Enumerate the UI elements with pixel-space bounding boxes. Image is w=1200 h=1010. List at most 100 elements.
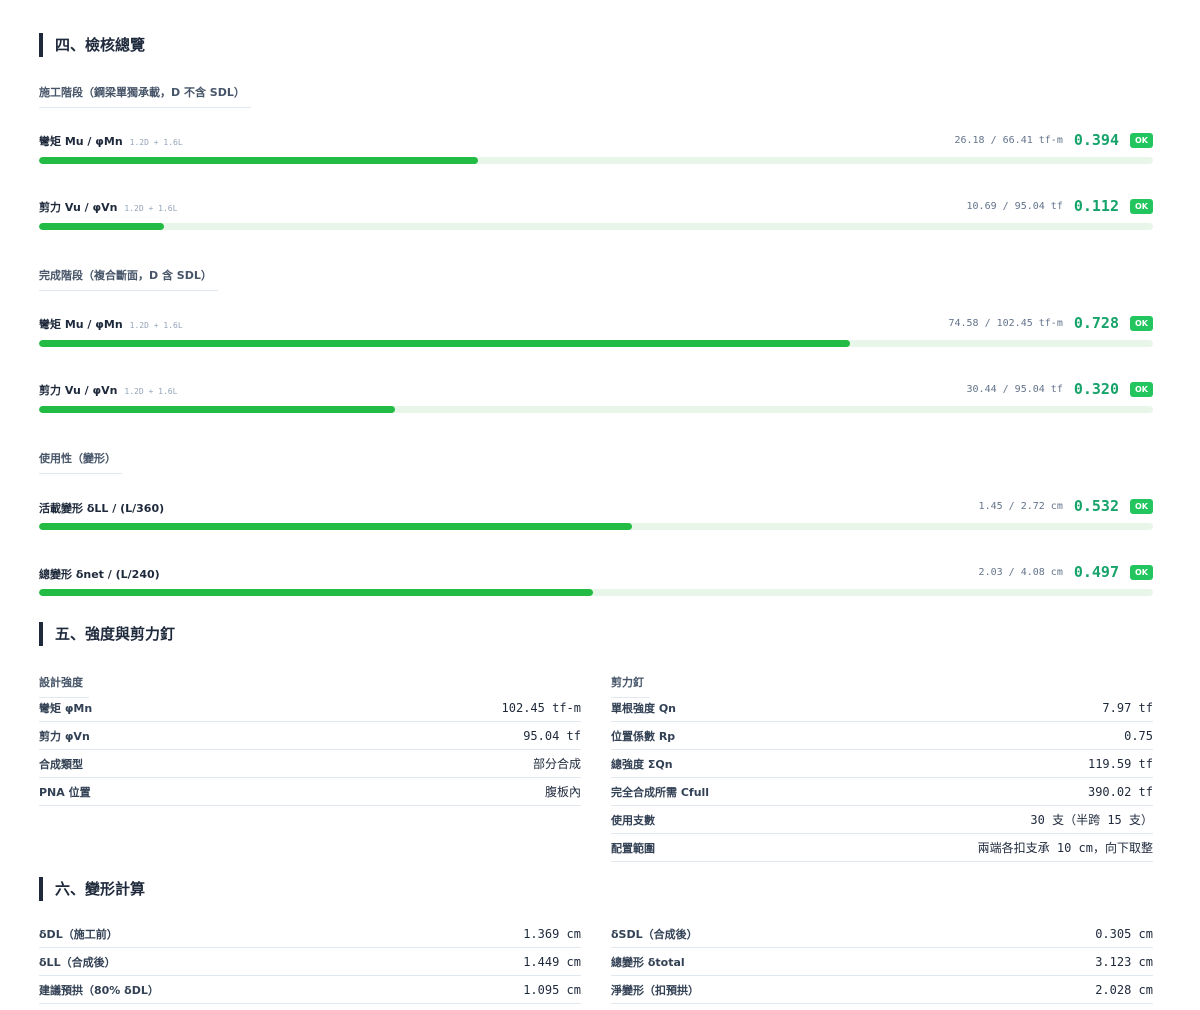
kv-row: 配置範圍 兩端各扣支承 10 cm，向下取整 [611, 834, 1153, 862]
group-title: 完成階段（複合斷面，D 含 SDL） [39, 268, 218, 291]
status-badge: OK [1130, 132, 1153, 148]
kv-row: 單根強度 Qn 7.97 tf [611, 694, 1153, 722]
check-head: 總變形 δnet / (L/240) 2.03 / 4.08 cm 0.497 OK [39, 563, 1153, 583]
check-row: 彎矩 Mu / φMn 1.2D + 1.6L 26.18 / 66.41 tf-m… [39, 131, 1153, 164]
ratio: 0.394 [1073, 131, 1119, 149]
row-key: 建議預拱（80% δDL） [39, 983, 159, 997]
kv-row: 總變形 δtotal 3.123 cm [611, 948, 1153, 976]
section: 四、檢核總覽 施工階段（鋼梁單獨承載，D 不含 SDL） 彎矩 Mu / φMn 1.… [39, 33, 1153, 596]
section-title: 五、強度與剪力釘 [39, 622, 1153, 646]
row-value: 119.59 tf [1087, 756, 1153, 771]
group-title: 施工階段（鋼梁單獨承載，D 不含 SDL） [39, 85, 251, 108]
demand-capacity: 2.03 / 4.08 cm [978, 566, 1063, 578]
row-key: 彎矩 φMn [39, 701, 93, 715]
column-header: 設計強度 [39, 671, 581, 698]
ratio-track [39, 406, 1153, 413]
ratio-track [39, 589, 1153, 596]
check-result: 74.58 / 102.45 tf-m 0.728 OK [948, 314, 1153, 332]
group-title: 使用性（變形） [39, 451, 122, 474]
row-value: 102.45 tf-m [501, 700, 581, 715]
check-result: 10.69 / 95.04 tf 0.112 OK [967, 197, 1153, 215]
check-row: 彎矩 Mu / φMn 1.2D + 1.6L 74.58 / 102.45 tf-… [39, 314, 1153, 347]
check-result: 2.03 / 4.08 cm 0.497 OK [979, 563, 1153, 581]
kv-row: PNA 位置 腹板內 [39, 778, 581, 806]
kv-row: 彎矩 φMn 102.45 tf-m [39, 694, 581, 722]
row-value: 2.028 cm [1095, 982, 1153, 997]
column: 設計強度彎矩 φMn 102.45 tf-m 剪力 φVn 95.04 tf 合成類型 部… [39, 671, 581, 862]
section-title: 四、檢核總覽 [39, 33, 1153, 57]
row-key: δSDL（合成後） [611, 927, 698, 941]
row-key: PNA 位置 [39, 785, 91, 799]
row-value: 30 支（半跨 15 支） [1030, 813, 1153, 827]
ratio-track [39, 340, 1153, 347]
check-result: 26.18 / 66.41 tf-m 0.394 OK [954, 131, 1153, 149]
row-value: 390.02 tf [1087, 784, 1153, 799]
row-key: 淨變形（扣預拱） [611, 983, 699, 997]
check-group: 使用性（變形） 活載變形 δLL / (L/360) 1.45 / 2.72 cm 0… [39, 447, 1153, 596]
row-value: 部分合成 [532, 757, 581, 771]
row-value: 0.305 cm [1095, 926, 1153, 941]
check-label: 剪力 Vu / φVn 1.2D + 1.6L [39, 201, 178, 214]
column: δDL（施工前） 1.369 cm δLL（合成後） 1.449 cm 建議預拱（80%… [39, 920, 581, 1004]
check-label: 彎矩 Mu / φMn 1.2D + 1.6L [39, 318, 183, 331]
kv-row: δSDL（合成後） 0.305 cm [611, 920, 1153, 948]
ratio: 0.728 [1073, 314, 1119, 332]
ratio-bar [39, 406, 396, 413]
kv-row: 完全合成所需 Cfull 390.02 tf [611, 778, 1153, 806]
row-key: 合成類型 [39, 757, 83, 771]
status-badge: OK [1130, 564, 1153, 580]
row-key: 單根強度 Qn [611, 701, 677, 715]
demand-capacity: 1.45 / 2.72 cm [978, 500, 1063, 512]
row-value: 3.123 cm [1095, 954, 1153, 969]
row-key: δLL（合成後） [39, 955, 116, 969]
status-badge: OK [1130, 381, 1153, 397]
check-label: 彎矩 Mu / φMn 1.2D + 1.6L [39, 135, 183, 148]
kv-row: δDL（施工前） 1.369 cm [39, 920, 581, 948]
load-combo: 1.2D + 1.6L [124, 204, 178, 213]
ratio-bar [39, 523, 632, 530]
column-header: 剪力釘 [611, 671, 1153, 698]
check-row: 剪力 Vu / φVn 1.2D + 1.6L 10.69 / 95.04 tf 0.… [39, 197, 1153, 230]
kv-row: 剪力 φVn 95.04 tf [39, 722, 581, 750]
row-value: 1.369 cm [523, 926, 581, 941]
check-head: 剪力 Vu / φVn 1.2D + 1.6L 30.44 / 95.04 tf 0.… [39, 380, 1153, 400]
ratio-bar [39, 589, 593, 596]
load-combo: 1.2D + 1.6L [124, 387, 178, 396]
row-key: 使用支數 [611, 813, 655, 827]
row-key: 總強度 ΣQn [611, 757, 673, 771]
check-label: 總變形 δnet / (L/240) [39, 568, 160, 581]
columns: δDL（施工前） 1.369 cm δLL（合成後） 1.449 cm 建議預拱（80%… [39, 920, 1153, 1004]
kv-row: 建議預拱（80% δDL） 1.095 cm [39, 976, 581, 1004]
status-badge: OK [1130, 498, 1153, 514]
check-row: 總變形 δnet / (L/240) 2.03 / 4.08 cm 0.497 OK [39, 563, 1153, 596]
check-group: 完成階段（複合斷面，D 含 SDL） 彎矩 Mu / φMn 1.2D + 1.6L… [39, 264, 1153, 413]
ratio-bar [39, 340, 850, 347]
check-group: 施工階段（鋼梁單獨承載，D 不含 SDL） 彎矩 Mu / φMn 1.2D + 1… [39, 81, 1153, 230]
status-badge: OK [1130, 315, 1153, 331]
section-title: 六、變形計算 [39, 877, 1153, 901]
check-head: 彎矩 Mu / φMn 1.2D + 1.6L 74.58 / 102.45 tf-… [39, 314, 1153, 334]
check-head: 剪力 Vu / φVn 1.2D + 1.6L 10.69 / 95.04 tf 0.… [39, 197, 1153, 217]
demand-capacity: 74.58 / 102.45 tf-m [948, 317, 1063, 329]
row-value: 7.97 tf [1102, 700, 1153, 715]
column-title: 剪力釘 [611, 675, 650, 698]
check-label: 活載變形 δLL / (L/360) [39, 502, 165, 515]
row-value: 腹板內 [544, 785, 581, 799]
check-label: 剪力 Vu / φVn 1.2D + 1.6L [39, 384, 178, 397]
row-value: 0.75 [1124, 728, 1153, 743]
column: δSDL（合成後） 0.305 cm 總變形 δtotal 3.123 cm 淨變形（扣… [611, 920, 1153, 1004]
ratio: 0.532 [1073, 497, 1119, 515]
row-key: 剪力 φVn [39, 729, 90, 743]
check-result: 30.44 / 95.04 tf 0.320 OK [967, 380, 1153, 398]
column-title: 設計強度 [39, 675, 89, 698]
load-combo: 1.2D + 1.6L [129, 138, 183, 147]
row-value: 1.449 cm [523, 954, 581, 969]
kv-row: 淨變形（扣預拱） 2.028 cm [611, 976, 1153, 1004]
kv-row: 合成類型 部分合成 [39, 750, 581, 778]
demand-capacity: 10.69 / 95.04 tf [966, 200, 1063, 212]
row-key: 位置係數 Rp [611, 729, 676, 743]
row-key: 配置範圍 [611, 841, 655, 855]
row-value: 95.04 tf [523, 728, 581, 743]
